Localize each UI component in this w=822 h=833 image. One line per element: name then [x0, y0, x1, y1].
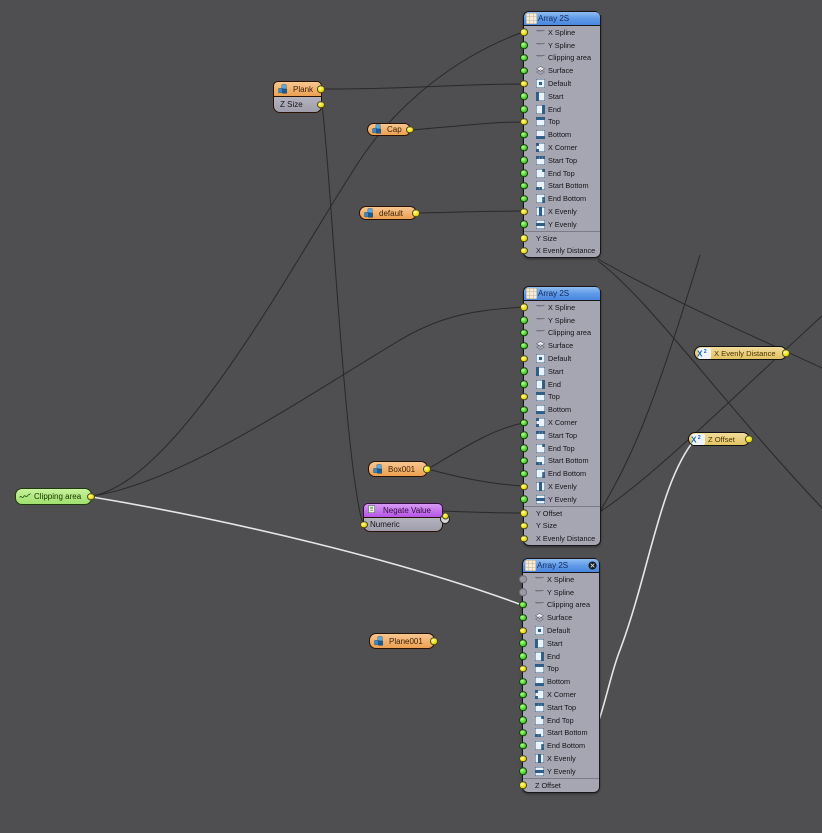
- svg-text:2: 2: [698, 434, 701, 440]
- svg-text:2: 2: [704, 348, 707, 354]
- svg-text:X: X: [697, 349, 703, 358]
- svg-text:X: X: [691, 435, 697, 444]
